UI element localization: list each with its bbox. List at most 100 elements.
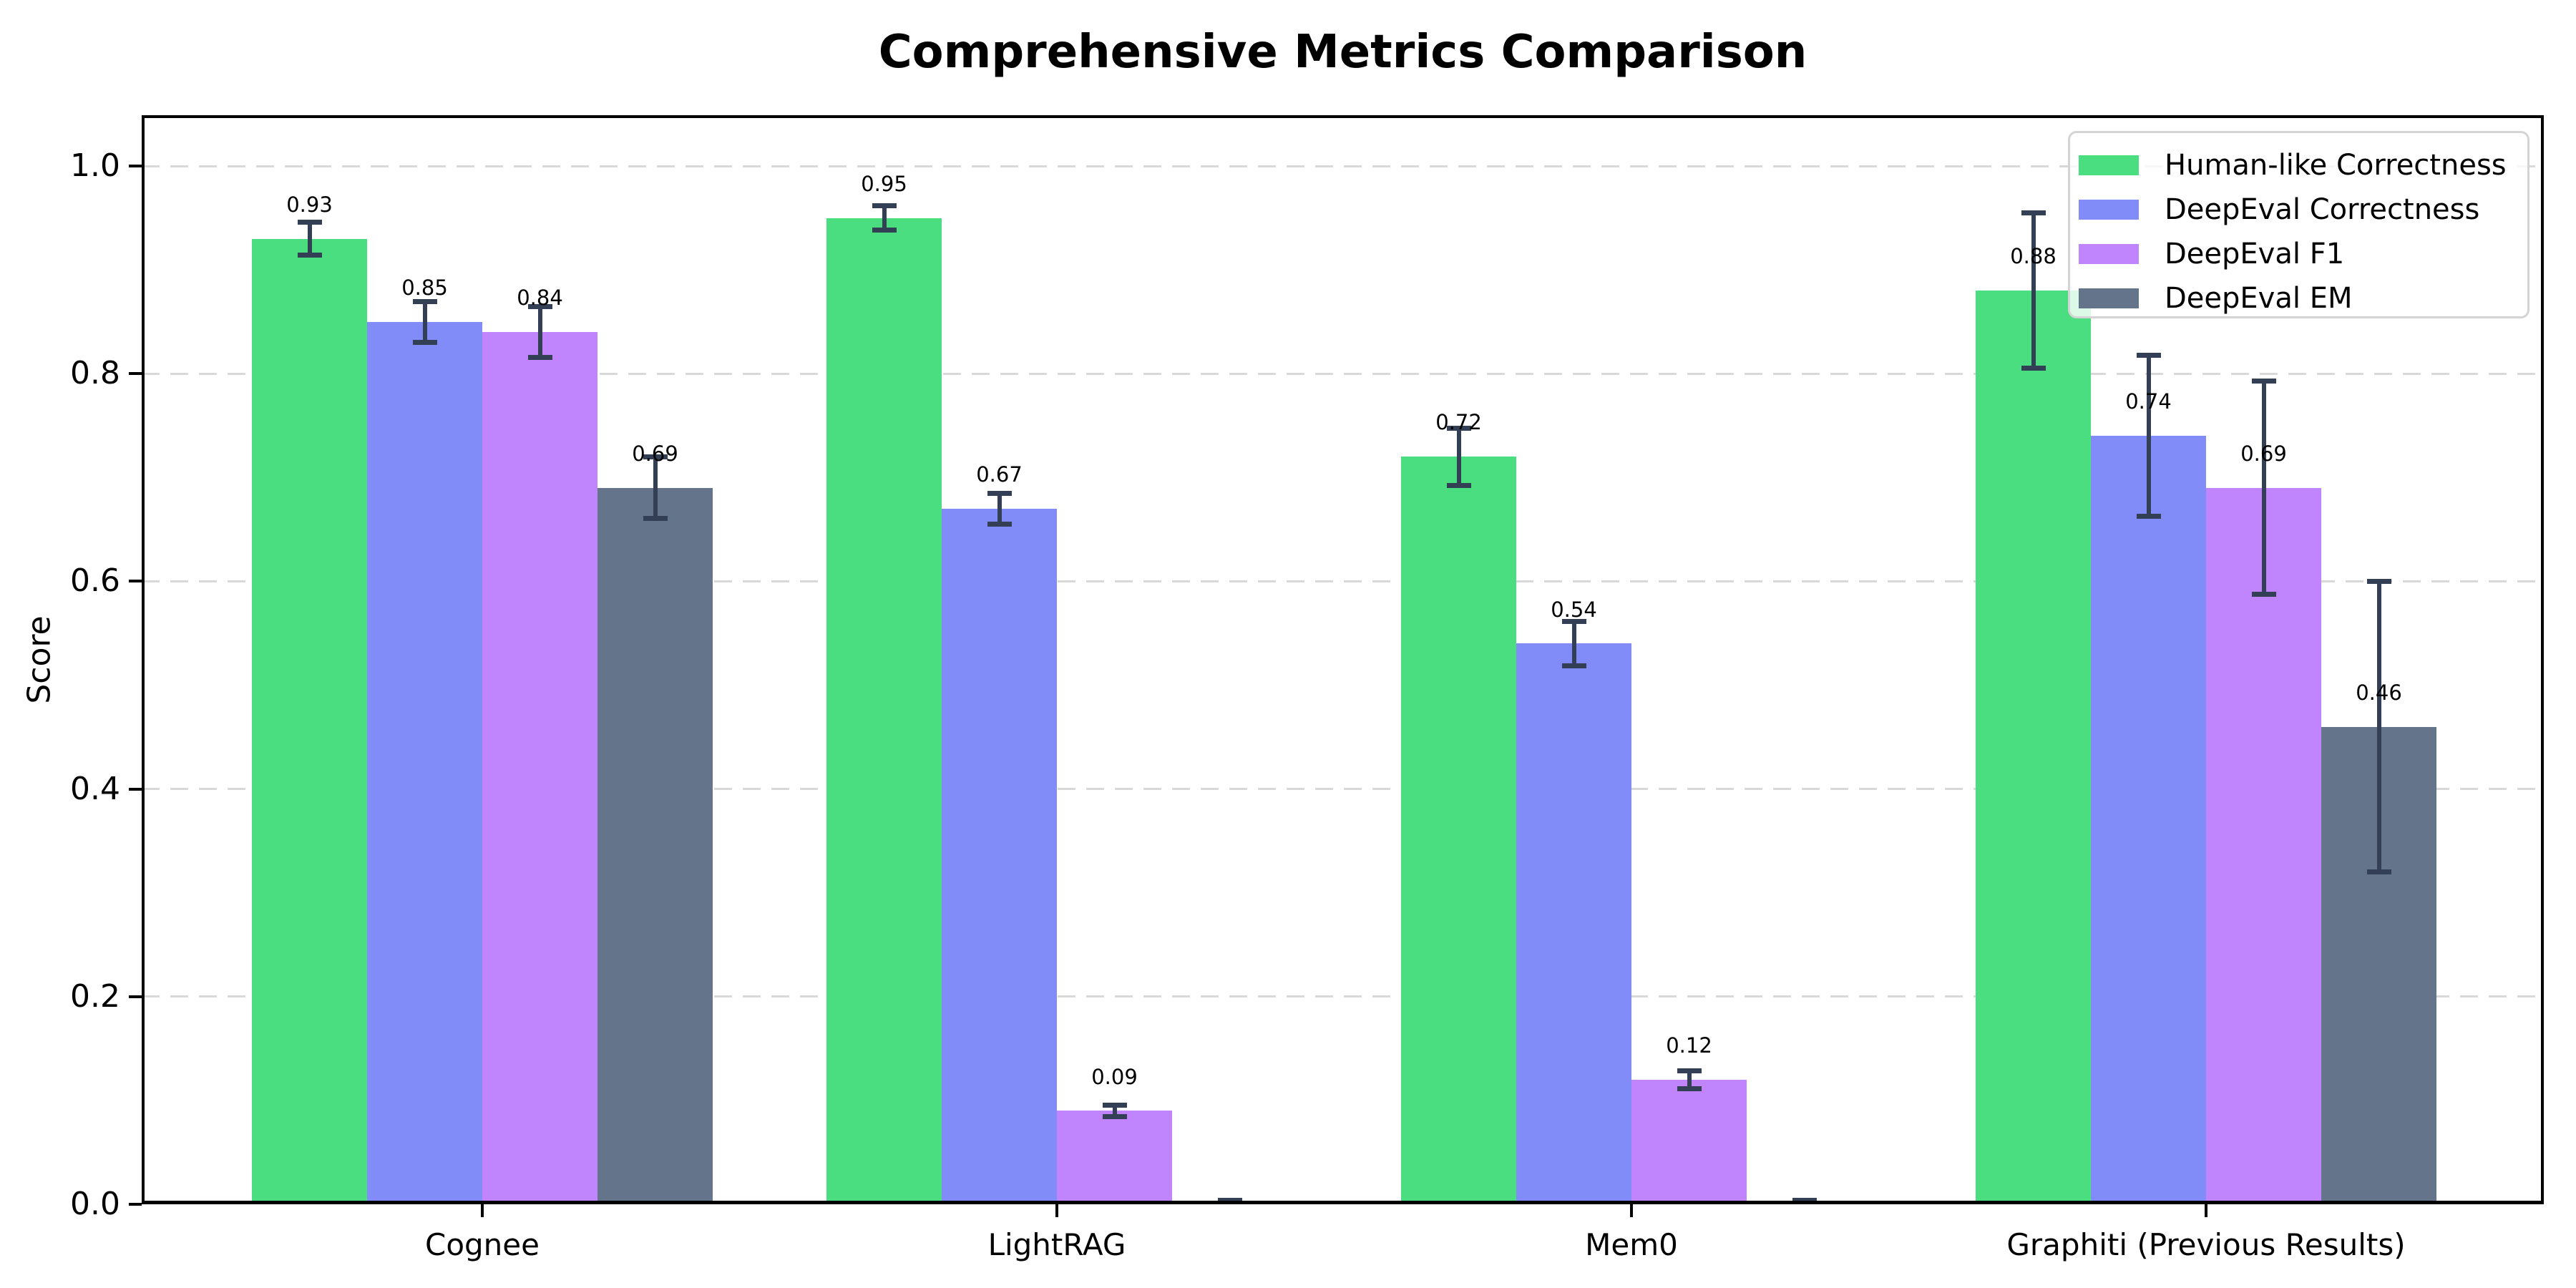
x-axis-category-label: Graphiti (Previous Results) bbox=[2006, 1227, 2406, 1262]
error-bar bbox=[307, 222, 312, 255]
error-bar-cap bbox=[872, 227, 897, 233]
error-bar-cap bbox=[527, 303, 552, 309]
error-bar bbox=[997, 493, 1002, 525]
bar bbox=[482, 332, 597, 1204]
error-bar-cap bbox=[987, 491, 1012, 497]
error-bar bbox=[2261, 381, 2266, 595]
legend-item: DeepEval Correctness bbox=[2079, 187, 2527, 232]
error-bar-cap bbox=[2366, 869, 2391, 874]
y-axis-tick-label: 0.0 bbox=[70, 1186, 120, 1222]
y-axis-tick bbox=[129, 372, 142, 376]
error-bar-cap bbox=[2366, 579, 2391, 585]
error-bar bbox=[1571, 620, 1576, 667]
error-bar-cap bbox=[1561, 663, 1586, 669]
bar-value-label: 0.95 bbox=[861, 171, 907, 196]
error-bar bbox=[422, 301, 427, 343]
error-bar-cap bbox=[643, 516, 668, 522]
gridline bbox=[142, 995, 2544, 998]
y-axis-tick bbox=[129, 995, 142, 998]
legend-item: DeepEval F1 bbox=[2079, 232, 2527, 276]
bar-value-label: 0.93 bbox=[286, 192, 333, 217]
bar bbox=[1516, 643, 1631, 1204]
x-axis-tick bbox=[1055, 1204, 1058, 1217]
bar bbox=[2206, 487, 2321, 1204]
bar-value-label: 0.88 bbox=[2010, 244, 2057, 269]
x-axis-category-label: Cognee bbox=[425, 1227, 540, 1262]
bar bbox=[942, 508, 1057, 1204]
legend-color-swatch bbox=[2079, 200, 2139, 220]
legend-color-swatch bbox=[2079, 288, 2139, 308]
error-bar bbox=[2376, 581, 2381, 872]
error-bar-cap bbox=[297, 252, 322, 258]
y-axis-tick-label: 0.4 bbox=[70, 770, 120, 807]
error-bar-cap bbox=[2021, 365, 2046, 371]
bar-value-label: 0.84 bbox=[517, 286, 563, 311]
legend-item: Human-like Correctness bbox=[2079, 143, 2527, 187]
y-axis-tick bbox=[129, 1203, 142, 1206]
bar-value-label: 0.74 bbox=[2125, 389, 2172, 414]
legend-color-swatch bbox=[2079, 244, 2139, 264]
y-axis-tick bbox=[129, 787, 142, 791]
bar bbox=[1401, 457, 1516, 1204]
error-bar-cap bbox=[872, 203, 897, 209]
x-axis-category-label: LightRAG bbox=[987, 1227, 1126, 1262]
error-bar bbox=[1456, 427, 1461, 486]
bar-value-label: 0.46 bbox=[2356, 680, 2402, 705]
error-bar-cap bbox=[2136, 514, 2161, 519]
error-bar-cap bbox=[412, 298, 437, 304]
error-bar-cap bbox=[987, 521, 1012, 527]
plot-area: 0.93 0.95 0.72 0.88 0.85 0.67 0.54 0.74 0.84 0.09… bbox=[142, 115, 2544, 1204]
bar-value-label: 0.67 bbox=[976, 462, 1023, 487]
error-bar-cap bbox=[412, 339, 437, 345]
gridline bbox=[142, 580, 2544, 582]
error-bar-cap bbox=[1217, 1198, 1242, 1204]
y-axis-tick-label: 1.0 bbox=[70, 147, 120, 184]
error-bar-cap bbox=[1677, 1068, 1702, 1073]
error-bar-cap bbox=[527, 355, 552, 361]
bar-value-label: 0.69 bbox=[2240, 441, 2287, 466]
bar bbox=[367, 321, 482, 1204]
x-axis-category-label: Mem0 bbox=[1585, 1227, 1678, 1262]
y-axis-tick-label: 0.8 bbox=[70, 355, 120, 392]
bar bbox=[2091, 436, 2206, 1204]
y-axis-tick bbox=[129, 165, 142, 167]
error-bar-cap bbox=[2251, 592, 2276, 597]
chart-title: Comprehensive Metrics Comparison bbox=[878, 26, 1807, 79]
error-bar-cap bbox=[1446, 482, 1471, 488]
bar bbox=[826, 218, 942, 1204]
gridline bbox=[142, 165, 2544, 167]
error-bar-cap bbox=[1102, 1114, 1127, 1120]
bar-value-label: 0.69 bbox=[632, 441, 678, 466]
error-bar-cap bbox=[1561, 618, 1586, 624]
y-axis-tick bbox=[129, 580, 142, 583]
legend-item: DeepEval EM bbox=[2079, 276, 2527, 321]
error-bar bbox=[1687, 1070, 1692, 1089]
legend-item-label: DeepEval Correctness bbox=[2165, 193, 2480, 226]
bar bbox=[1057, 1111, 1172, 1204]
x-axis-tick bbox=[481, 1204, 484, 1217]
error-bar-cap bbox=[1102, 1102, 1127, 1108]
legend-item-label: Human-like Correctness bbox=[2165, 149, 2507, 182]
error-bar-cap bbox=[1677, 1085, 1702, 1091]
y-axis-label: Score bbox=[21, 615, 58, 704]
legend-color-swatch bbox=[2079, 155, 2139, 175]
y-axis-tick-label: 0.2 bbox=[70, 977, 120, 1015]
error-bar bbox=[1112, 1104, 1117, 1118]
gridline bbox=[142, 788, 2544, 791]
x-axis-tick bbox=[2205, 1204, 2207, 1217]
bar-value-label: 0.72 bbox=[1435, 410, 1482, 435]
error-bar bbox=[653, 457, 658, 519]
legend-item-label: DeepEval EM bbox=[2165, 282, 2353, 315]
legend: Human-like Correctness DeepEval Correctne… bbox=[2068, 131, 2529, 318]
error-bar bbox=[2146, 355, 2151, 517]
error-bar-cap bbox=[1446, 425, 1471, 431]
x-axis-tick bbox=[1630, 1204, 1633, 1217]
bar bbox=[1976, 291, 2091, 1204]
error-bar-cap bbox=[2021, 210, 2046, 216]
error-bar-cap bbox=[643, 454, 668, 460]
error-bar bbox=[882, 205, 887, 230]
error-bar bbox=[2031, 213, 2036, 369]
bar bbox=[1631, 1079, 1747, 1204]
legend-item-label: DeepEval F1 bbox=[2165, 238, 2345, 270]
